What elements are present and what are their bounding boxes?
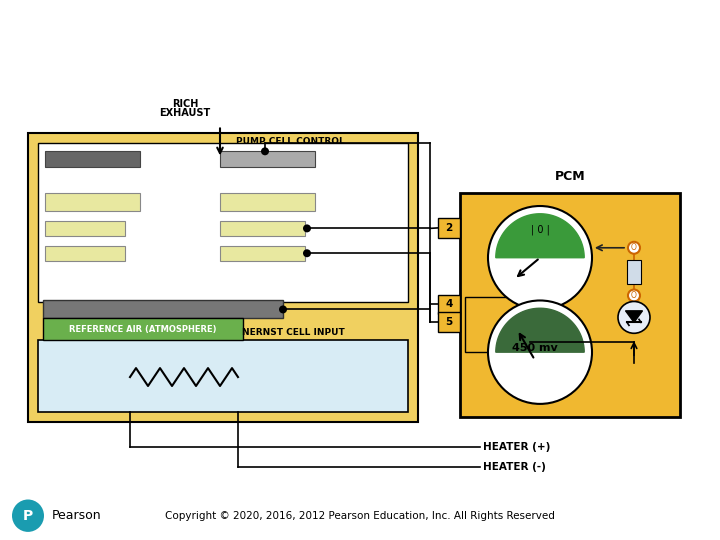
Text: | 0 |: | 0 | <box>531 224 549 234</box>
Circle shape <box>488 206 592 309</box>
Text: Copyright © 2020, 2016, 2012 Pearson Education, Inc. All Rights Reserved: Copyright © 2020, 2016, 2012 Pearson Edu… <box>165 511 555 521</box>
Bar <box>220 193 315 211</box>
Text: 450 mv: 450 mv <box>512 343 558 353</box>
Bar <box>627 260 641 284</box>
Text: PCM: PCM <box>554 170 585 183</box>
Text: HEATER (+): HEATER (+) <box>483 442 550 451</box>
Text: P: P <box>23 509 33 523</box>
Bar <box>45 151 140 167</box>
Text: Figure 78.16 When the exhaust is rich, the PCM applies
a negative current into t: Figure 78.16 When the exhaust is rich, t… <box>13 16 558 59</box>
Bar <box>465 298 530 352</box>
Polygon shape <box>496 214 584 258</box>
Circle shape <box>279 306 287 313</box>
Bar <box>220 246 305 261</box>
Bar <box>45 193 140 211</box>
Circle shape <box>618 301 650 333</box>
Bar <box>45 221 125 236</box>
Bar <box>43 319 243 340</box>
Bar <box>38 143 408 302</box>
Circle shape <box>303 225 311 232</box>
Bar <box>220 221 305 236</box>
Text: HEATER (-): HEATER (-) <box>483 462 546 471</box>
Text: O: O <box>631 291 637 300</box>
Polygon shape <box>496 308 584 352</box>
Bar <box>45 246 125 261</box>
Polygon shape <box>626 312 642 322</box>
Circle shape <box>303 249 311 257</box>
Circle shape <box>261 147 269 156</box>
Bar <box>438 294 460 314</box>
Bar <box>438 218 460 238</box>
Text: RICH: RICH <box>172 99 198 109</box>
Circle shape <box>12 500 44 532</box>
Text: ma: ma <box>532 276 548 286</box>
Bar <box>28 133 418 422</box>
Bar <box>460 193 680 417</box>
Text: PUMP CELL CONTROL: PUMP CELL CONTROL <box>236 137 345 146</box>
Bar <box>438 313 460 332</box>
Text: REFERENCE AIR (ATMOSPHERE): REFERENCE AIR (ATMOSPHERE) <box>69 325 217 334</box>
Circle shape <box>628 289 640 301</box>
Bar <box>43 300 283 319</box>
Text: Pearson: Pearson <box>52 509 102 522</box>
Text: O: O <box>631 244 637 252</box>
Text: 5: 5 <box>446 318 453 327</box>
Bar <box>220 151 315 167</box>
Text: NERNST CELL INPUT: NERNST CELL INPUT <box>242 328 345 337</box>
Circle shape <box>488 300 592 404</box>
Circle shape <box>628 242 640 254</box>
Text: 4: 4 <box>445 300 453 309</box>
Text: EXHAUST: EXHAUST <box>159 107 211 118</box>
Bar <box>38 340 408 412</box>
Text: 2: 2 <box>446 223 453 233</box>
